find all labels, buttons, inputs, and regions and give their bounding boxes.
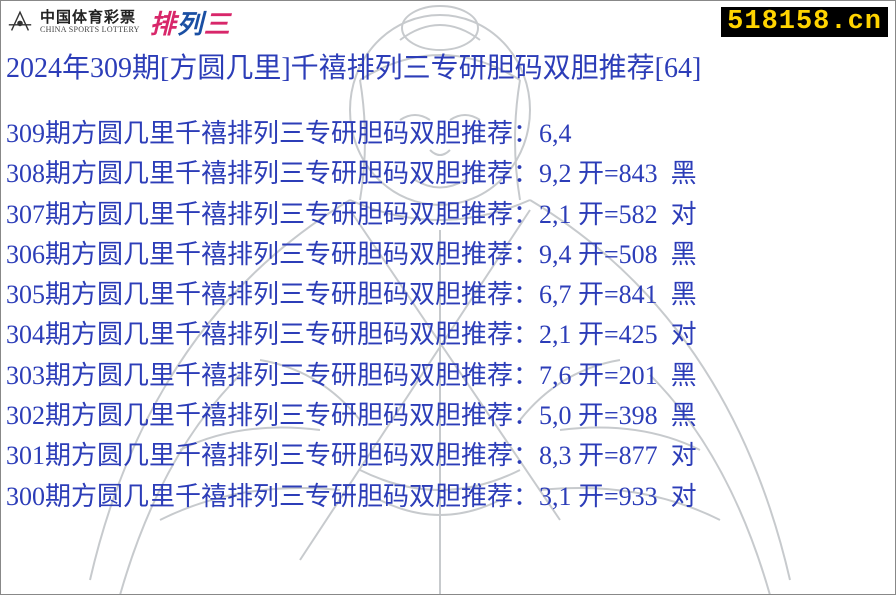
product-name: 排列三 [150, 4, 231, 41]
prediction-row: 301期方圆几里千禧排列三专研胆码双胆推荐：8,3 开=877 对 [6, 436, 890, 476]
prediction-row: 306期方圆几里千禧排列三专研胆码双胆推荐：9,4 开=508 黑 [6, 235, 890, 275]
prediction-row: 308期方圆几里千禧排列三专研胆码双胆推荐：9,2 开=843 黑 [6, 154, 890, 194]
lottery-logo-icon [6, 8, 34, 36]
page-title: 2024年309期[方圆几里]千禧排列三专研胆码双胆推荐[64] [0, 44, 896, 96]
prediction-row: 300期方圆几里千禧排列三专研胆码双胆推荐：3,1 开=933 对 [6, 477, 890, 517]
prediction-row: 307期方圆几里千禧排列三专研胆码双胆推荐：2,1 开=582 对 [6, 195, 890, 235]
site-url-tag: 518158.cn [721, 7, 888, 37]
prediction-row: 302期方圆几里千禧排列三专研胆码双胆推荐：5,0 开=398 黑 [6, 396, 890, 436]
prediction-row: 305期方圆几里千禧排列三专研胆码双胆推荐：6,7 开=841 黑 [6, 275, 890, 315]
prediction-rows: 309期方圆几里千禧排列三专研胆码双胆推荐：6,4308期方圆几里千禧排列三专研… [0, 96, 896, 517]
header-bar: 中国体育彩票 CHINA SPORTS LOTTERY 排列三 518158.c… [0, 0, 896, 44]
prediction-row: 309期方圆几里千禧排列三专研胆码双胆推荐：6,4 [6, 114, 890, 154]
logo-cn-text: 中国体育彩票 [40, 11, 140, 26]
prediction-row: 303期方圆几里千禧排列三专研胆码双胆推荐：7,6 开=201 黑 [6, 356, 890, 396]
logo-en-text: CHINA SPORTS LOTTERY [40, 26, 140, 34]
prediction-row: 304期方圆几里千禧排列三专研胆码双胆推荐：2,1 开=425 对 [6, 315, 890, 355]
lottery-logo: 中国体育彩票 CHINA SPORTS LOTTERY 排列三 [6, 4, 231, 41]
